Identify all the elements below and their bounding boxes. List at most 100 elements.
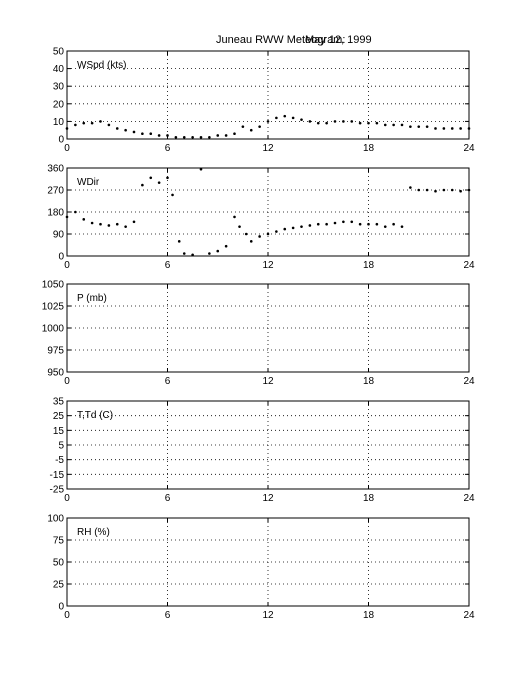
y-tick-label: -25 bbox=[50, 485, 65, 496]
data-point bbox=[166, 176, 169, 180]
panel-label: P (mb) bbox=[77, 293, 107, 304]
y-tick-label: 270 bbox=[47, 186, 64, 197]
axes-box bbox=[66, 50, 470, 140]
x-tick-label: 0 bbox=[64, 260, 70, 271]
data-point bbox=[400, 123, 404, 127]
x-tick-label: 6 bbox=[165, 376, 171, 387]
figure-date: May 12, 1999 bbox=[305, 34, 372, 46]
data-point bbox=[258, 235, 261, 238]
x-tick-label: 24 bbox=[463, 260, 475, 271]
data-point bbox=[82, 121, 86, 125]
data-point bbox=[249, 240, 253, 243]
data-point bbox=[358, 222, 362, 226]
data-point bbox=[442, 188, 446, 192]
x-tick-label: 24 bbox=[463, 610, 475, 621]
data-point bbox=[467, 127, 471, 130]
data-point bbox=[191, 135, 194, 139]
x-tick-label: 12 bbox=[262, 493, 274, 504]
data-point bbox=[191, 253, 194, 257]
data-point bbox=[434, 127, 437, 130]
data-point bbox=[115, 222, 119, 226]
x-tick-label: 24 bbox=[463, 143, 475, 154]
y-tick-label: 1050 bbox=[42, 280, 65, 291]
data-point bbox=[107, 123, 111, 127]
x-tick-label: 18 bbox=[363, 376, 375, 387]
data-point bbox=[208, 252, 211, 255]
data-point bbox=[333, 221, 337, 225]
data-point bbox=[258, 125, 261, 128]
data-point bbox=[308, 224, 312, 227]
data-point bbox=[174, 135, 178, 139]
data-point bbox=[375, 222, 379, 226]
panel-temp: -25 -15 -5 5 15 25 35 0 6 12 18 24 T,Td (C) bbox=[50, 397, 475, 505]
y-tick-label: 50 bbox=[53, 47, 65, 58]
y-tick-label: 1000 bbox=[42, 324, 65, 335]
data-point bbox=[90, 121, 94, 125]
data-point bbox=[350, 120, 354, 123]
x-tick-label: 0 bbox=[64, 143, 70, 154]
data-point bbox=[400, 225, 404, 228]
y-tick-label: 360 bbox=[47, 164, 64, 175]
data-point bbox=[392, 222, 395, 226]
y-tick-label: 10 bbox=[53, 117, 65, 128]
data-point bbox=[367, 222, 370, 226]
data-point bbox=[291, 226, 295, 230]
y-tick-label: 25 bbox=[53, 580, 65, 591]
data-point bbox=[308, 120, 312, 123]
y-tick-label: 30 bbox=[53, 82, 65, 93]
data-point bbox=[442, 127, 446, 130]
data-point bbox=[417, 188, 421, 192]
data-point bbox=[275, 230, 278, 233]
data-point bbox=[316, 222, 320, 226]
axes-box bbox=[66, 283, 470, 373]
data-point bbox=[383, 225, 387, 228]
data-point bbox=[459, 127, 462, 130]
x-tick-label: 18 bbox=[363, 143, 375, 154]
x-tick-label: 0 bbox=[64, 610, 70, 621]
y-tick-label: 40 bbox=[53, 64, 65, 75]
y-tick-label: 100 bbox=[47, 514, 64, 525]
data-point bbox=[233, 132, 236, 136]
data-point bbox=[300, 118, 303, 121]
x-tick-label: 6 bbox=[165, 610, 171, 621]
panel-label: WSpd (kts) bbox=[77, 60, 126, 71]
data-point bbox=[199, 135, 203, 139]
data-point bbox=[74, 123, 77, 127]
data-point bbox=[342, 220, 345, 224]
data-point bbox=[216, 134, 220, 137]
x-tick-label: 6 bbox=[165, 143, 171, 154]
data-point bbox=[65, 215, 69, 219]
axes-box bbox=[66, 400, 470, 490]
y-tick-label: 35 bbox=[53, 397, 65, 408]
data-point bbox=[342, 120, 345, 123]
x-tick-label: 18 bbox=[363, 260, 375, 271]
panel-label: WDir bbox=[77, 177, 100, 188]
data-point bbox=[333, 120, 337, 123]
figure-title: Juneau RWW Meteogram: bbox=[216, 34, 345, 46]
data-point bbox=[238, 225, 241, 228]
data-point bbox=[350, 220, 354, 224]
x-tick-label: 6 bbox=[165, 260, 171, 271]
data-point bbox=[409, 125, 412, 128]
data-point bbox=[249, 128, 253, 132]
data-point bbox=[157, 134, 161, 137]
y-tick-label: -5 bbox=[55, 455, 64, 466]
panel-wdir: 0 90 180 270 360 0 6 12 18 24 WDir bbox=[47, 164, 475, 272]
y-tick-label: 15 bbox=[53, 426, 65, 437]
data-point bbox=[325, 222, 328, 226]
data-point bbox=[99, 222, 102, 226]
data-point bbox=[266, 120, 270, 123]
y-tick-label: 90 bbox=[53, 230, 65, 241]
x-tick-label: 12 bbox=[262, 260, 274, 271]
x-tick-label: 18 bbox=[363, 610, 375, 621]
data-point bbox=[375, 121, 379, 125]
data-point bbox=[434, 189, 437, 193]
y-tick-label: 0 bbox=[58, 135, 64, 146]
x-tick-label: 18 bbox=[363, 493, 375, 504]
data-point bbox=[149, 176, 153, 180]
data-point bbox=[124, 128, 127, 132]
data-point bbox=[208, 135, 211, 139]
y-tick-label: 50 bbox=[53, 558, 65, 569]
